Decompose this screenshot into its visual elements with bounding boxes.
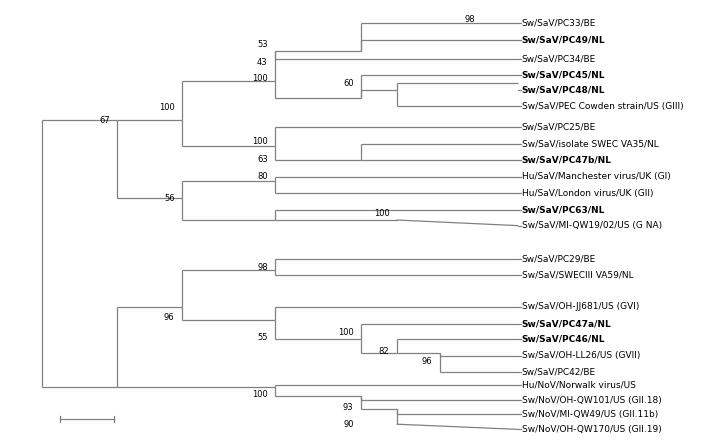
Text: Sw/NoV/MI-QW49/US (GII.11b): Sw/NoV/MI-QW49/US (GII.11b) — [522, 410, 658, 419]
Text: Sw/SaV/PEC Cowden strain/US (GIII): Sw/SaV/PEC Cowden strain/US (GIII) — [522, 102, 684, 111]
Text: 100: 100 — [159, 103, 175, 112]
Text: 80: 80 — [257, 172, 268, 181]
Text: Sw/SaV/MI-QW19/02/US (G NA): Sw/SaV/MI-QW19/02/US (G NA) — [522, 221, 662, 230]
Text: Sw/SaV/PC45/NL: Sw/SaV/PC45/NL — [522, 71, 606, 80]
Text: Sw/SaV/PC34/BE: Sw/SaV/PC34/BE — [522, 55, 596, 64]
Text: 63: 63 — [257, 155, 268, 164]
Text: Sw/SaV/PC47a/NL: Sw/SaV/PC47a/NL — [522, 320, 612, 329]
Text: 55: 55 — [257, 333, 268, 342]
Text: 98: 98 — [257, 263, 268, 272]
Text: Sw/SaV/PC47b/NL: Sw/SaV/PC47b/NL — [522, 156, 612, 165]
Text: 100: 100 — [252, 74, 268, 83]
Text: 90: 90 — [343, 420, 354, 429]
Text: 93: 93 — [343, 403, 354, 412]
Text: 43: 43 — [257, 58, 268, 67]
Text: 96: 96 — [164, 313, 175, 322]
Text: 53: 53 — [257, 40, 268, 49]
Text: 98: 98 — [464, 15, 475, 24]
Text: Hu/NoV/Norwalk virus/US: Hu/NoV/Norwalk virus/US — [522, 381, 636, 389]
Text: 96: 96 — [422, 357, 432, 366]
Text: Sw/SaV/PC42/BE: Sw/SaV/PC42/BE — [522, 367, 596, 376]
Text: 100: 100 — [338, 328, 354, 337]
Text: Sw/SaV/PC25/BE: Sw/SaV/PC25/BE — [522, 122, 596, 131]
Text: Sw/SaV/OH-JJ681/US (GVI): Sw/SaV/OH-JJ681/US (GVI) — [522, 302, 639, 312]
Text: Sw/SaV/PC46/NL: Sw/SaV/PC46/NL — [522, 335, 606, 344]
Text: Sw/SaV/PC63/NL: Sw/SaV/PC63/NL — [522, 205, 605, 214]
Text: 56: 56 — [164, 194, 175, 203]
Text: Sw/SaV/PC49/NL: Sw/SaV/PC49/NL — [522, 35, 606, 44]
Text: Sw/SaV/PC48/NL: Sw/SaV/PC48/NL — [522, 85, 606, 94]
Text: 100: 100 — [252, 390, 268, 399]
Text: Sw/NoV/OH-QW170/US (GII.19): Sw/NoV/OH-QW170/US (GII.19) — [522, 425, 662, 434]
Text: Sw/SaV/PC33/BE: Sw/SaV/PC33/BE — [522, 18, 596, 28]
Text: 60: 60 — [343, 79, 354, 88]
Text: Sw/SaV/PC29/BE: Sw/SaV/PC29/BE — [522, 255, 596, 264]
Text: 82: 82 — [379, 347, 389, 356]
Text: 100: 100 — [252, 137, 268, 146]
Text: Sw/SaV/OH-LL26/US (GVII): Sw/SaV/OH-LL26/US (GVII) — [522, 351, 640, 360]
Text: Sw/NoV/OH-QW101/US (GII.18): Sw/NoV/OH-QW101/US (GII.18) — [522, 396, 662, 405]
Text: Sw/SaV/SWECIII VA59/NL: Sw/SaV/SWECIII VA59/NL — [522, 271, 633, 280]
Text: 67: 67 — [100, 116, 110, 125]
Text: Sw/SaV/isolate SWEC VA35/NL: Sw/SaV/isolate SWEC VA35/NL — [522, 139, 659, 148]
Text: Hu/SaV/Manchester virus/UK (GI): Hu/SaV/Manchester virus/UK (GI) — [522, 172, 670, 181]
Text: 100: 100 — [373, 209, 389, 218]
Text: Hu/SaV/London virus/UK (GII): Hu/SaV/London virus/UK (GII) — [522, 189, 653, 198]
